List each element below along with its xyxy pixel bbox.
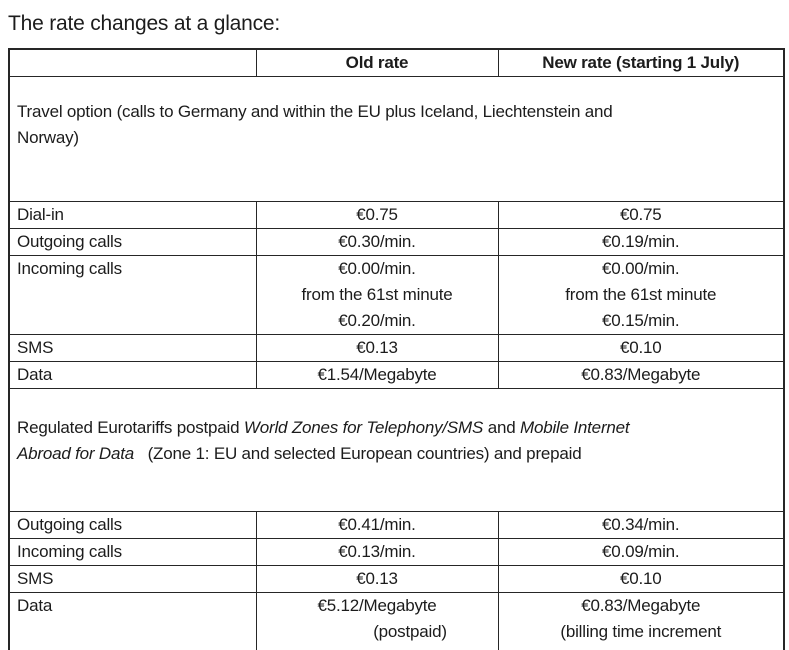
row-label-incoming-calls-2: Incoming calls (8, 538, 257, 566)
section-row-eurotariffs: Regulated Eurotariffs postpaid World Zon… (8, 388, 785, 512)
header-old-rate: Old rate (255, 48, 499, 77)
cell-line: from the 61st minute (301, 285, 453, 304)
row-sms-2: SMS €0.13 €0.10 (8, 565, 785, 593)
old-rate-data-2: €5.12/Megabyte (postpaid) €1.54/Megabyte… (255, 592, 499, 650)
cell-line: €0.15/min. (602, 311, 680, 330)
old-rate-outgoing-calls-2: €0.41/min. (255, 511, 499, 539)
new-rate-incoming-calls-2: €0.09/min. (497, 538, 785, 566)
old-rate-sms-1: €0.13 (255, 334, 499, 362)
table-header-row: Old rate New rate (starting 1 July) (8, 48, 785, 77)
old-rate-incoming-calls-1: €0.00/min. from the 61st minute €0.20/mi… (255, 255, 499, 335)
row-label-sms-1: SMS (8, 334, 257, 362)
new-rate-sms-2: €0.10 (497, 565, 785, 593)
row-label-outgoing-calls-1: Outgoing calls (8, 228, 257, 256)
old-rate-dial-in: €0.75 (255, 201, 499, 229)
cell-line: (postpaid) (373, 622, 447, 641)
header-blank-cell (8, 48, 257, 77)
old-rate-data-1: €1.54/Megabyte (255, 361, 499, 389)
row-label-incoming-calls-1: Incoming calls (8, 255, 257, 335)
text-segment: Travel option (calls to Germany and with… (17, 102, 613, 121)
row-label-sms-2: SMS (8, 565, 257, 593)
row-sms-1: SMS €0.13 €0.10 (8, 334, 785, 362)
row-data-2: Data €5.12/Megabyte (postpaid) €1.54/Meg… (8, 592, 785, 650)
section-row-travel-option: Travel option (calls to Germany and with… (8, 76, 785, 202)
rate-table: Old rate New rate (starting 1 July) Trav… (8, 48, 785, 650)
cell-line: from the 61st minute (565, 285, 717, 304)
cell-line: €0.00/min. (338, 259, 416, 278)
cell-line: €0.20/min. (338, 311, 416, 330)
text-segment-italic: World Zones for Telephony/SMS (243, 418, 484, 437)
row-label-dial-in: Dial-in (8, 201, 257, 229)
row-outgoing-calls-2: Outgoing calls €0.41/min. €0.34/min. (8, 511, 785, 539)
old-rate-incoming-calls-2: €0.13/min. (255, 538, 499, 566)
text-segment-italic: Abroad for Data (17, 444, 135, 463)
row-data-1: Data €1.54/Megabyte €0.83/Megabyte (8, 361, 785, 389)
row-incoming-calls-1: Incoming calls €0.00/min. from the 61st … (8, 255, 785, 335)
cell-line: (billing time increment (560, 622, 722, 641)
row-label-data-2: Data (8, 592, 257, 650)
cell-line: €5.12/Megabyte (317, 596, 437, 615)
row-label-outgoing-calls-2: Outgoing calls (8, 511, 257, 539)
new-rate-outgoing-calls-2: €0.34/min. (497, 511, 785, 539)
cell-line: €0.00/min. (602, 259, 680, 278)
new-rate-sms-1: €0.10 (497, 334, 785, 362)
cell-line: €1.54/Megabyte (257, 645, 497, 650)
new-rate-dial-in: €0.75 (497, 201, 785, 229)
cell-line: €0.83/Megabyte (581, 596, 701, 615)
text-segment: Regulated Eurotariffs postpaid (17, 418, 244, 437)
text-segment: and (483, 418, 520, 437)
new-rate-data-2: €0.83/Megabyte (billing time increment p… (497, 592, 785, 650)
text-segment: Norway) (17, 128, 79, 147)
section-travel-option: Travel option (calls to Germany and with… (8, 76, 785, 202)
section-eurotariffs: Regulated Eurotariffs postpaid World Zon… (8, 388, 785, 512)
section-travel-option-text: Travel option (calls to Germany and with… (17, 99, 773, 151)
new-rate-incoming-calls-1: €0.00/min. from the 61st minute €0.15/mi… (497, 255, 785, 335)
new-rate-outgoing-calls-1: €0.19/min. (497, 228, 785, 256)
row-outgoing-calls-1: Outgoing calls €0.30/min. €0.19/min. (8, 228, 785, 256)
text-segment: (Zone 1: EU and selected European countr… (134, 444, 582, 463)
header-new-rate: New rate (starting 1 July) (497, 48, 785, 77)
old-rate-outgoing-calls-1: €0.30/min. (255, 228, 499, 256)
text-segment-italic: Mobile Internet (519, 418, 630, 437)
new-rate-data-1: €0.83/Megabyte (497, 361, 785, 389)
row-incoming-calls-2: Incoming calls €0.13/min. €0.09/min. (8, 538, 785, 566)
cell-line: per KB) (499, 645, 783, 650)
page-title: The rate changes at a glance: (8, 12, 281, 35)
section-eurotariffs-text: Regulated Eurotariffs postpaid World Zon… (17, 415, 773, 467)
old-rate-sms-2: €0.13 (255, 565, 499, 593)
row-dial-in: Dial-in €0.75 €0.75 (8, 201, 785, 229)
row-label-data-1: Data (8, 361, 257, 389)
